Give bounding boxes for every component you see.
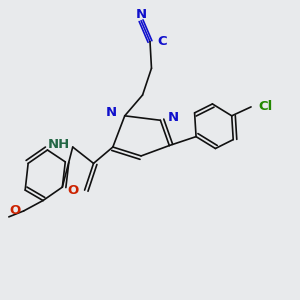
Text: C: C [158, 35, 167, 48]
Text: N: N [106, 106, 117, 119]
Text: N: N [136, 8, 147, 21]
Text: Cl: Cl [259, 100, 273, 113]
Text: NH: NH [47, 138, 70, 151]
Text: O: O [10, 204, 21, 218]
Text: O: O [68, 184, 79, 196]
Text: N: N [168, 111, 179, 124]
